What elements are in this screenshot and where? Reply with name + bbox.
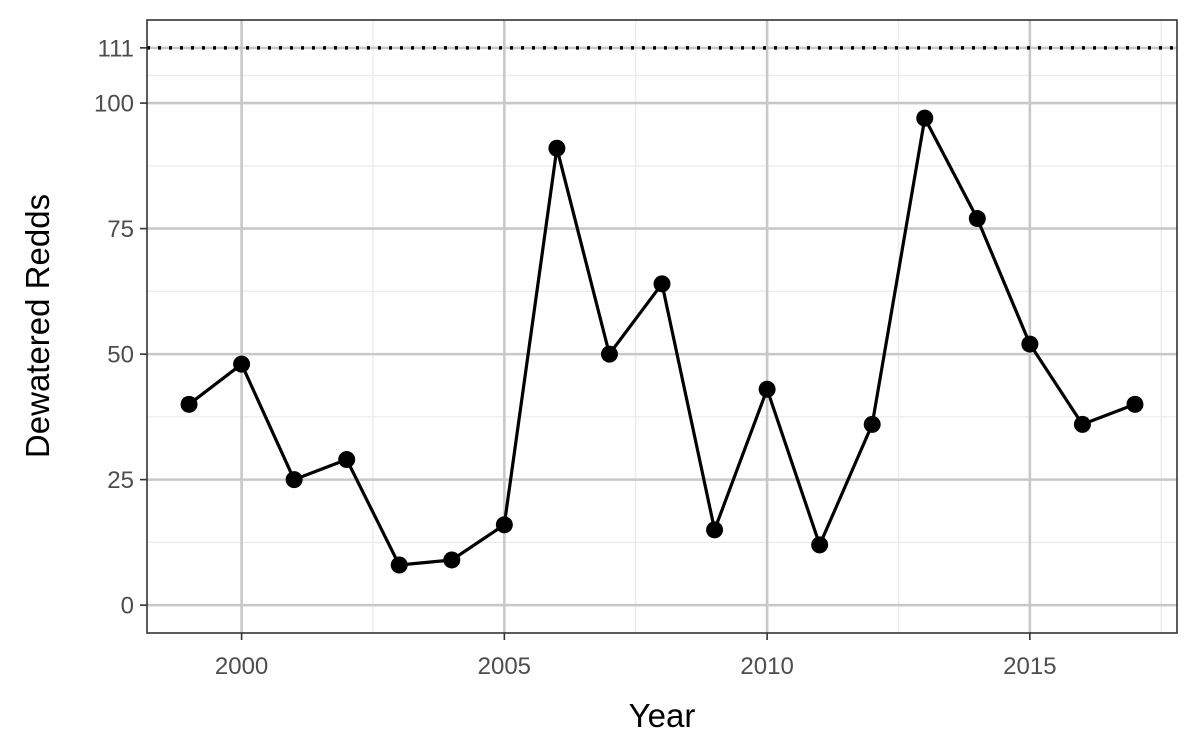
x-axis-title: Year bbox=[629, 697, 696, 734]
x-tick-label: 2010 bbox=[740, 653, 793, 680]
series-layer bbox=[180, 109, 1144, 574]
data-point bbox=[968, 210, 986, 228]
y-tick-label: 50 bbox=[107, 342, 134, 369]
y-tick-label: 75 bbox=[107, 216, 134, 243]
minor-gridlines bbox=[147, 20, 1177, 633]
y-axis-title: Dewatered Redds bbox=[19, 194, 56, 458]
data-point bbox=[600, 345, 618, 363]
data-point bbox=[233, 355, 251, 373]
data-point bbox=[706, 521, 724, 539]
plot-background bbox=[147, 20, 1177, 633]
tick-labels: 2000 2005 2010 2015 0 25 50 75 100 111 bbox=[94, 35, 1057, 680]
data-point bbox=[180, 395, 198, 413]
data-point bbox=[390, 556, 408, 574]
data-point bbox=[1126, 395, 1144, 413]
x-tick-label: 2015 bbox=[1003, 653, 1056, 680]
y-tick-label: 111 bbox=[98, 35, 134, 62]
data-point bbox=[1073, 415, 1091, 433]
data-point bbox=[916, 109, 934, 127]
data-point bbox=[863, 415, 881, 433]
data-point bbox=[443, 551, 461, 569]
data-point bbox=[548, 139, 566, 157]
data-point bbox=[811, 536, 829, 554]
data-point bbox=[1021, 335, 1039, 353]
x-tick-label: 2000 bbox=[215, 653, 268, 680]
x-tick-label: 2005 bbox=[478, 653, 531, 680]
y-tick-label: 100 bbox=[94, 91, 134, 118]
y-tick-label: 0 bbox=[121, 593, 134, 620]
plot-border bbox=[146, 19, 1178, 634]
data-point bbox=[338, 451, 356, 469]
data-point bbox=[285, 471, 303, 489]
data-point bbox=[495, 516, 513, 534]
data-point bbox=[653, 275, 671, 293]
data-point bbox=[758, 380, 776, 398]
axis-ticks bbox=[140, 47, 1031, 640]
y-tick-label: 25 bbox=[107, 467, 134, 494]
